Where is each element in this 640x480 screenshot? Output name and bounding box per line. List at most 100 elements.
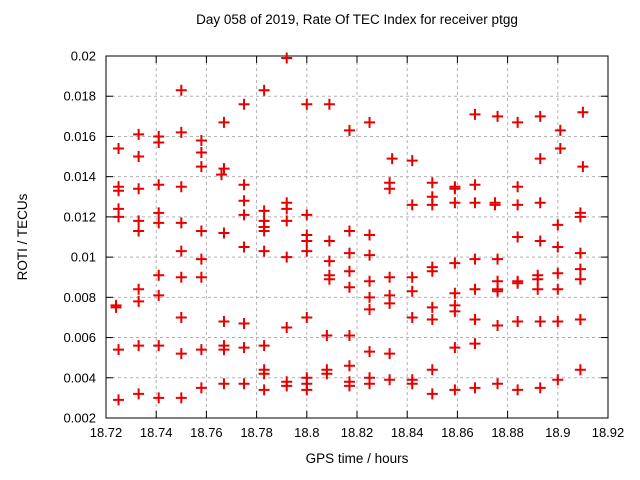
y-tick-label: 0.018 bbox=[63, 89, 96, 104]
data-point-marker bbox=[195, 253, 207, 265]
data-point-marker bbox=[218, 378, 230, 390]
data-point-marker bbox=[554, 124, 566, 136]
x-tick-label: 18.74 bbox=[140, 425, 173, 440]
data-point-marker bbox=[323, 255, 335, 267]
data-point-marker bbox=[133, 128, 145, 140]
data-point-marker bbox=[175, 392, 187, 404]
data-point-marker bbox=[258, 225, 270, 237]
data-point-marker bbox=[574, 263, 586, 275]
data-point-marker bbox=[364, 275, 376, 287]
data-point-marker bbox=[153, 179, 165, 191]
data-point-marker bbox=[258, 384, 270, 396]
data-point-marker bbox=[469, 283, 481, 295]
data-point-marker bbox=[552, 241, 564, 253]
data-point-marker bbox=[153, 217, 165, 229]
data-point-marker bbox=[133, 340, 145, 352]
data-point-marker bbox=[577, 106, 589, 118]
x-tick-label: 18.72 bbox=[90, 425, 123, 440]
x-tick-label: 18.76 bbox=[190, 425, 223, 440]
data-point-marker bbox=[175, 311, 187, 323]
data-point-marker bbox=[492, 378, 504, 390]
data-point-marker bbox=[195, 382, 207, 394]
data-point-marker bbox=[218, 344, 230, 356]
data-point-marker bbox=[218, 315, 230, 327]
data-point-marker bbox=[321, 330, 333, 342]
x-tick-label: 18.78 bbox=[240, 425, 273, 440]
data-point-marker bbox=[281, 322, 293, 333]
data-point-marker bbox=[343, 360, 355, 372]
data-point-marker bbox=[406, 271, 418, 283]
data-point-marker bbox=[133, 388, 145, 400]
data-point-marker bbox=[426, 301, 438, 313]
data-point-marker bbox=[281, 215, 293, 227]
data-point-marker bbox=[133, 215, 145, 227]
data-point-marker bbox=[238, 342, 250, 354]
data-point-marker bbox=[281, 251, 293, 263]
data-point-marker bbox=[469, 253, 481, 265]
data-point-marker bbox=[258, 245, 270, 257]
data-point-marker bbox=[492, 285, 504, 297]
data-point-marker bbox=[532, 273, 544, 285]
data-point-marker bbox=[195, 344, 207, 356]
data-point-marker bbox=[426, 313, 438, 325]
data-point-marker bbox=[534, 110, 546, 122]
data-point-marker bbox=[153, 392, 165, 404]
data-point-marker bbox=[364, 346, 376, 358]
data-point-marker bbox=[552, 315, 564, 327]
x-tick-label: 18.92 bbox=[592, 425, 625, 440]
data-point-marker bbox=[449, 342, 461, 354]
data-point-marker bbox=[406, 155, 418, 167]
data-point-marker bbox=[133, 225, 145, 237]
data-point-marker bbox=[133, 151, 145, 163]
data-point-marker bbox=[113, 185, 125, 197]
data-point-marker bbox=[534, 235, 546, 247]
data-point-marker bbox=[512, 315, 524, 327]
data-point-marker bbox=[512, 181, 524, 193]
data-point-marker bbox=[364, 116, 376, 128]
data-point-marker bbox=[175, 271, 187, 283]
data-point-marker bbox=[554, 143, 566, 155]
data-point-marker bbox=[175, 126, 187, 138]
data-point-marker bbox=[384, 348, 396, 360]
data-point-marker bbox=[449, 384, 461, 396]
data-point-marker bbox=[449, 197, 461, 209]
data-point-marker bbox=[133, 283, 145, 295]
y-tick-label: 0.008 bbox=[63, 290, 96, 305]
data-point-marker bbox=[218, 116, 230, 128]
data-point-marker bbox=[238, 317, 250, 329]
data-point-marker bbox=[534, 315, 546, 327]
data-point-marker bbox=[238, 241, 250, 253]
data-point-marker bbox=[364, 378, 376, 390]
data-point-marker bbox=[175, 84, 187, 96]
data-point-marker bbox=[153, 289, 165, 301]
x-tick-label: 18.8 bbox=[294, 425, 319, 440]
data-point-marker bbox=[426, 177, 438, 189]
data-point-marker bbox=[364, 303, 376, 315]
data-point-marker bbox=[449, 287, 461, 299]
data-point-marker bbox=[384, 271, 396, 283]
data-point-marker bbox=[238, 209, 250, 221]
data-point-marker bbox=[406, 311, 418, 323]
data-point-marker bbox=[343, 124, 355, 136]
data-point-marker bbox=[281, 380, 293, 392]
data-point-marker bbox=[469, 313, 481, 325]
data-point-marker bbox=[512, 384, 524, 396]
data-point-marker bbox=[469, 382, 481, 394]
data-point-marker bbox=[364, 249, 376, 261]
data-point-marker bbox=[534, 197, 546, 209]
y-tick-label: 0.012 bbox=[63, 209, 96, 224]
chart-title: Day 058 of 2019, Rate Of TEC Index for r… bbox=[196, 12, 518, 27]
data-point-marker bbox=[469, 338, 481, 350]
data-point-marker bbox=[574, 273, 586, 285]
y-tick-label: 0.02 bbox=[71, 49, 96, 64]
data-point-marker bbox=[384, 374, 396, 386]
data-point-marker bbox=[492, 253, 504, 265]
data-point-marker bbox=[532, 283, 544, 295]
data-point-marker bbox=[195, 271, 207, 283]
data-point-marker bbox=[343, 380, 355, 392]
data-point-marker bbox=[469, 179, 481, 191]
data-point-marker bbox=[343, 265, 355, 277]
y-tick-label: 0.01 bbox=[71, 250, 96, 265]
